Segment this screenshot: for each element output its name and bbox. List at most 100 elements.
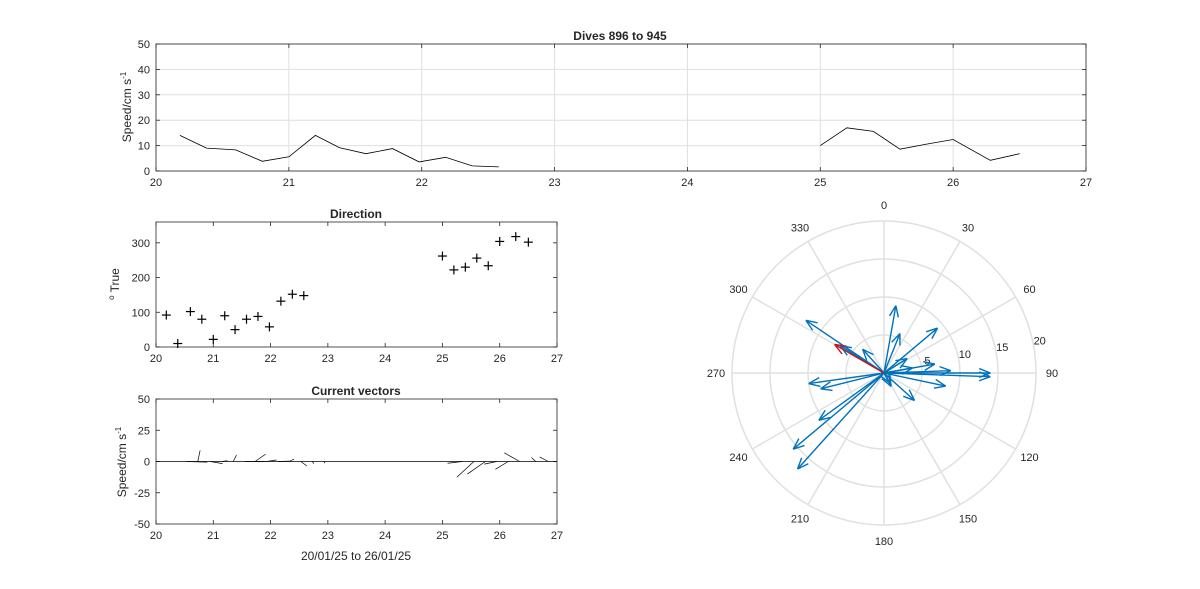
direction-y-axis-label-text: True [108, 268, 122, 293]
plot-background [156, 222, 557, 347]
current-vector-stick [210, 461, 223, 465]
current-vector-stick [531, 457, 536, 462]
plot-background [156, 44, 1086, 171]
current-arrow-shaft [862, 348, 885, 374]
current-arrow-head [939, 365, 952, 372]
current-arrow [883, 372, 947, 389]
current-arrow-head [862, 348, 874, 356]
y-tick-label: 40 [138, 64, 150, 76]
polar-spoke [883, 240, 961, 374]
direction-point [230, 325, 240, 335]
mean-current-arrow-head [834, 343, 847, 347]
current-vector-stick [312, 461, 315, 464]
direction-point [197, 314, 207, 324]
current-arrow-head [931, 327, 939, 339]
current-vector-stick [467, 461, 486, 475]
vectors-y-axis-label: Speed/cm s-1 [114, 426, 129, 497]
current-arrow-head [805, 319, 818, 324]
polar-angle-label: 60 [1023, 284, 1035, 296]
current-arrow [883, 327, 939, 374]
current-arrow-head [908, 389, 916, 401]
current-vector-stick [221, 460, 228, 462]
polar-spoke [883, 372, 961, 506]
current-arrow-head [887, 371, 892, 384]
current-arrow-head [820, 381, 831, 390]
current-arrow-head [900, 364, 913, 369]
x-tick-label: 25 [436, 353, 448, 365]
x-tick-label: 20 [150, 530, 162, 542]
polar-angle-label: 210 [791, 513, 809, 525]
current-arrow-head [902, 395, 915, 402]
current-arrow-head [792, 438, 800, 450]
current-vector-stick [266, 459, 277, 462]
direction-point [220, 311, 230, 321]
current-arrow [883, 360, 936, 374]
current-arrow [861, 348, 885, 374]
y-tick-label: 25 [138, 425, 150, 437]
y-tick-label: 100 [132, 307, 150, 319]
current-arrow [883, 365, 952, 377]
current-vector-stick [232, 454, 237, 462]
current-arrow-shaft [792, 372, 885, 450]
direction-chart-title: Direction [330, 207, 382, 221]
x-tick-label: 26 [494, 353, 506, 365]
y-tick-label: 50 [138, 39, 150, 51]
polar-spoke [807, 240, 885, 374]
current-arrow-shaft [797, 372, 885, 470]
direction-point [276, 296, 286, 306]
current-arrow-head [796, 457, 803, 470]
polar-radial-label: 10 [959, 349, 971, 361]
y-tick-label: 50 [138, 394, 150, 406]
plot-frame [155, 43, 1087, 172]
direction-point [173, 339, 183, 349]
current-vector-stick [504, 452, 520, 462]
current-arrow [820, 372, 885, 392]
x-tick-label: 21 [207, 530, 219, 542]
y-tick-label: 0 [144, 342, 150, 354]
direction-point [483, 261, 493, 271]
current-arrow-shaft [883, 369, 951, 374]
current-vectors-axes: Current vectors Speed/cm s-1 20/01/25 to… [114, 384, 563, 563]
direction-y-axis-label: o True [107, 268, 122, 300]
direction-point [511, 232, 521, 242]
x-tick-label: 27 [551, 530, 563, 542]
x-tick-label: 24 [379, 353, 391, 365]
direction-point [287, 289, 297, 299]
current-vector-stick [484, 461, 497, 465]
current-arrow-shaft [883, 363, 936, 374]
direction-scatter-axes: Direction o True 20 21 22 23 24 25 26 27 0 100 200 3… [107, 207, 563, 365]
direction-point [449, 265, 459, 275]
mean-current-arrow [834, 343, 885, 374]
current-arrow-head [924, 363, 936, 371]
current-arrow-head [891, 333, 901, 343]
current-vector-stick [300, 461, 308, 467]
current-arrow-head [818, 416, 831, 422]
current-vector-stick [447, 461, 463, 464]
current-arrow-shaft [883, 333, 901, 374]
y-tick-label: 0 [144, 166, 150, 178]
polar-radial-label: 5 [924, 355, 930, 367]
speed-time-series-axes: Dives 896 to 945 Speed/cm s-1 20 21 22 23 24… [119, 29, 1092, 189]
polar-angle-label: 90 [1046, 368, 1058, 380]
current-arrow-head [818, 409, 826, 421]
current-arrow-shaft [883, 327, 939, 374]
polar-angle-label: 330 [791, 223, 809, 235]
polar-spoke [883, 372, 1017, 450]
current-arrow-head [808, 382, 821, 388]
current-arrow [808, 372, 885, 388]
y-tick-label: -50 [134, 519, 150, 531]
polar-angle-label: 270 [707, 368, 725, 380]
current-vector-stick [197, 450, 201, 462]
current-arrow-head [895, 305, 900, 318]
current-arrow-head [895, 357, 908, 362]
direction-point [264, 322, 274, 332]
current-arrow-head [978, 372, 991, 379]
current-arrow-shaft [808, 372, 885, 385]
current-arrow-head [880, 375, 891, 384]
y-tick-label: 0 [144, 457, 150, 469]
current-arrow-shaft [883, 305, 897, 374]
polar-angle-label: 120 [1020, 452, 1038, 464]
current-arrow [818, 372, 885, 422]
speed-y-axis-label-superscript: -1 [119, 71, 128, 79]
